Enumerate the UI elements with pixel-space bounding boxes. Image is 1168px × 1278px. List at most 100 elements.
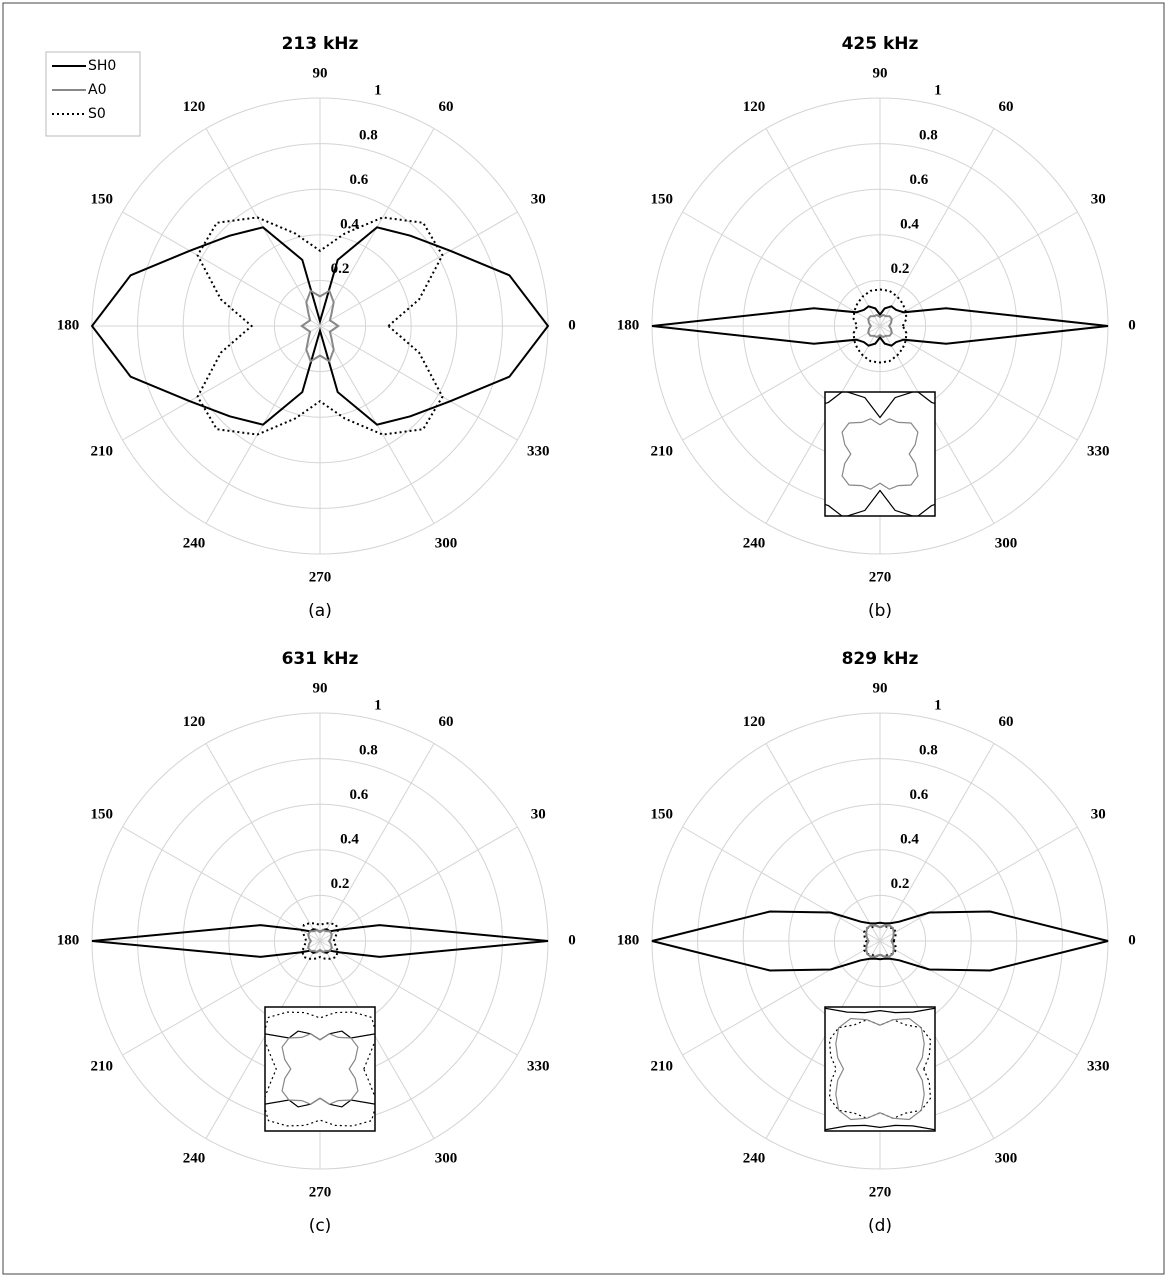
chart-title: 425 kHz (842, 34, 919, 54)
caption: (b) (868, 601, 892, 621)
caption: (a) (308, 601, 332, 621)
angle-tick-label: 180 (57, 317, 80, 333)
r-tick-label: 0.2 (891, 876, 910, 892)
angle-tick-label: 210 (651, 1058, 674, 1074)
ring-grid-line (182, 188, 458, 464)
inset-bg (265, 1007, 375, 1131)
series-line (90, 226, 550, 426)
ring-grid-line (137, 143, 503, 509)
radial-grid-line (682, 325, 881, 441)
angle-tick-label: 0 (1128, 932, 1136, 948)
radial-grid-line (765, 128, 881, 327)
angle-tick-label: 0 (1128, 317, 1136, 333)
inset-series-line (828, 1019, 932, 1119)
radial-grid-line (879, 325, 995, 524)
radial-grid-line (319, 325, 518, 441)
radial-grid-line (319, 826, 518, 942)
caption: (c) (309, 1216, 332, 1236)
angle-tick-label: 240 (743, 1151, 766, 1167)
inset-series-line (281, 1033, 359, 1105)
radial-grid-line (319, 211, 518, 327)
ring-grid-line (273, 894, 367, 988)
angle-tick-label: 60 (439, 714, 454, 730)
angle-tick-label: 330 (527, 1058, 550, 1074)
angle-tick-label: 90 (873, 680, 888, 696)
radial-grid-line (765, 743, 881, 942)
r-tick-label: 1 (934, 83, 942, 99)
angle-tick-label: 150 (651, 191, 674, 207)
angle-tick-label: 300 (435, 536, 458, 552)
angle-tick-label: 210 (91, 443, 114, 459)
radial-grid-line (122, 325, 321, 441)
angle-tick-label: 30 (531, 191, 546, 207)
r-tick-label: 0.8 (919, 127, 938, 143)
radial-grid-line (319, 743, 435, 942)
inset-bg (825, 392, 935, 516)
angle-tick-label: 300 (435, 1151, 458, 1167)
r-tick-label: 0.6 (910, 172, 929, 188)
radial-grid-line (879, 211, 1078, 327)
angle-tick-label: 60 (999, 714, 1014, 730)
radial-grid-line (879, 325, 1078, 441)
radial-grid-line (879, 940, 1078, 1056)
angle-tick-label: 300 (995, 1151, 1018, 1167)
chart-title: 631 kHz (282, 649, 359, 669)
inset (825, 392, 935, 516)
inset (265, 1007, 375, 1131)
r-tick-label: 0.8 (359, 127, 378, 143)
series-line (867, 313, 893, 339)
series-line (651, 910, 1109, 972)
angle-tick-label: 30 (1091, 191, 1106, 207)
legend-label: A0 (88, 82, 106, 98)
angle-tick-label: 180 (57, 932, 80, 948)
radial-grid-line (205, 940, 321, 1139)
inset-series-line (825, 1007, 935, 1131)
caption: (d) (868, 1216, 892, 1236)
angle-tick-label: 240 (183, 1151, 206, 1167)
angle-tick-label: 270 (309, 569, 332, 585)
series-line (307, 928, 333, 954)
angle-tick-label: 210 (91, 1058, 114, 1074)
radial-grid-line (205, 743, 321, 942)
series-line (300, 289, 340, 363)
inset-series-line (835, 1017, 925, 1121)
angle-tick-label: 0 (568, 317, 576, 333)
radial-grid-line (879, 128, 995, 327)
radial-grid-line (122, 826, 321, 942)
r-tick-label: 0.2 (891, 261, 910, 277)
inset-frame (824, 1006, 936, 1132)
series-line (852, 288, 908, 364)
angle-tick-label: 300 (995, 536, 1018, 552)
angle-tick-label: 210 (651, 443, 674, 459)
radial-grid-line (879, 940, 995, 1139)
r-tick-label: 0.6 (350, 787, 369, 803)
ring-grid-line (833, 894, 927, 988)
angle-tick-label: 90 (313, 65, 328, 81)
angle-tick-label: 270 (309, 1184, 332, 1200)
angle-tick-label: 240 (183, 536, 206, 552)
angle-tick-label: 30 (531, 806, 546, 822)
series-line (196, 216, 444, 436)
series-line (651, 305, 1109, 347)
series-line (865, 924, 895, 958)
radial-grid-line (319, 940, 435, 1139)
legend-label: S0 (88, 106, 106, 122)
radial-grid-line (879, 743, 995, 942)
series-line (91, 924, 549, 958)
legend-label: SH0 (88, 58, 116, 74)
r-tick-label: 0.8 (919, 742, 938, 758)
angle-tick-label: 330 (1087, 443, 1110, 459)
series-line (863, 924, 897, 958)
inset (825, 1007, 935, 1131)
chart-title: 829 kHz (842, 649, 919, 669)
r-tick-label: 1 (374, 698, 382, 714)
ring-grid-line (228, 234, 412, 418)
angle-tick-label: 120 (743, 99, 766, 115)
angle-tick-label: 120 (183, 714, 206, 730)
angle-tick-label: 60 (999, 99, 1014, 115)
angle-tick-label: 120 (743, 714, 766, 730)
radial-grid-line (682, 940, 881, 1056)
r-tick-label: 0.6 (910, 787, 929, 803)
